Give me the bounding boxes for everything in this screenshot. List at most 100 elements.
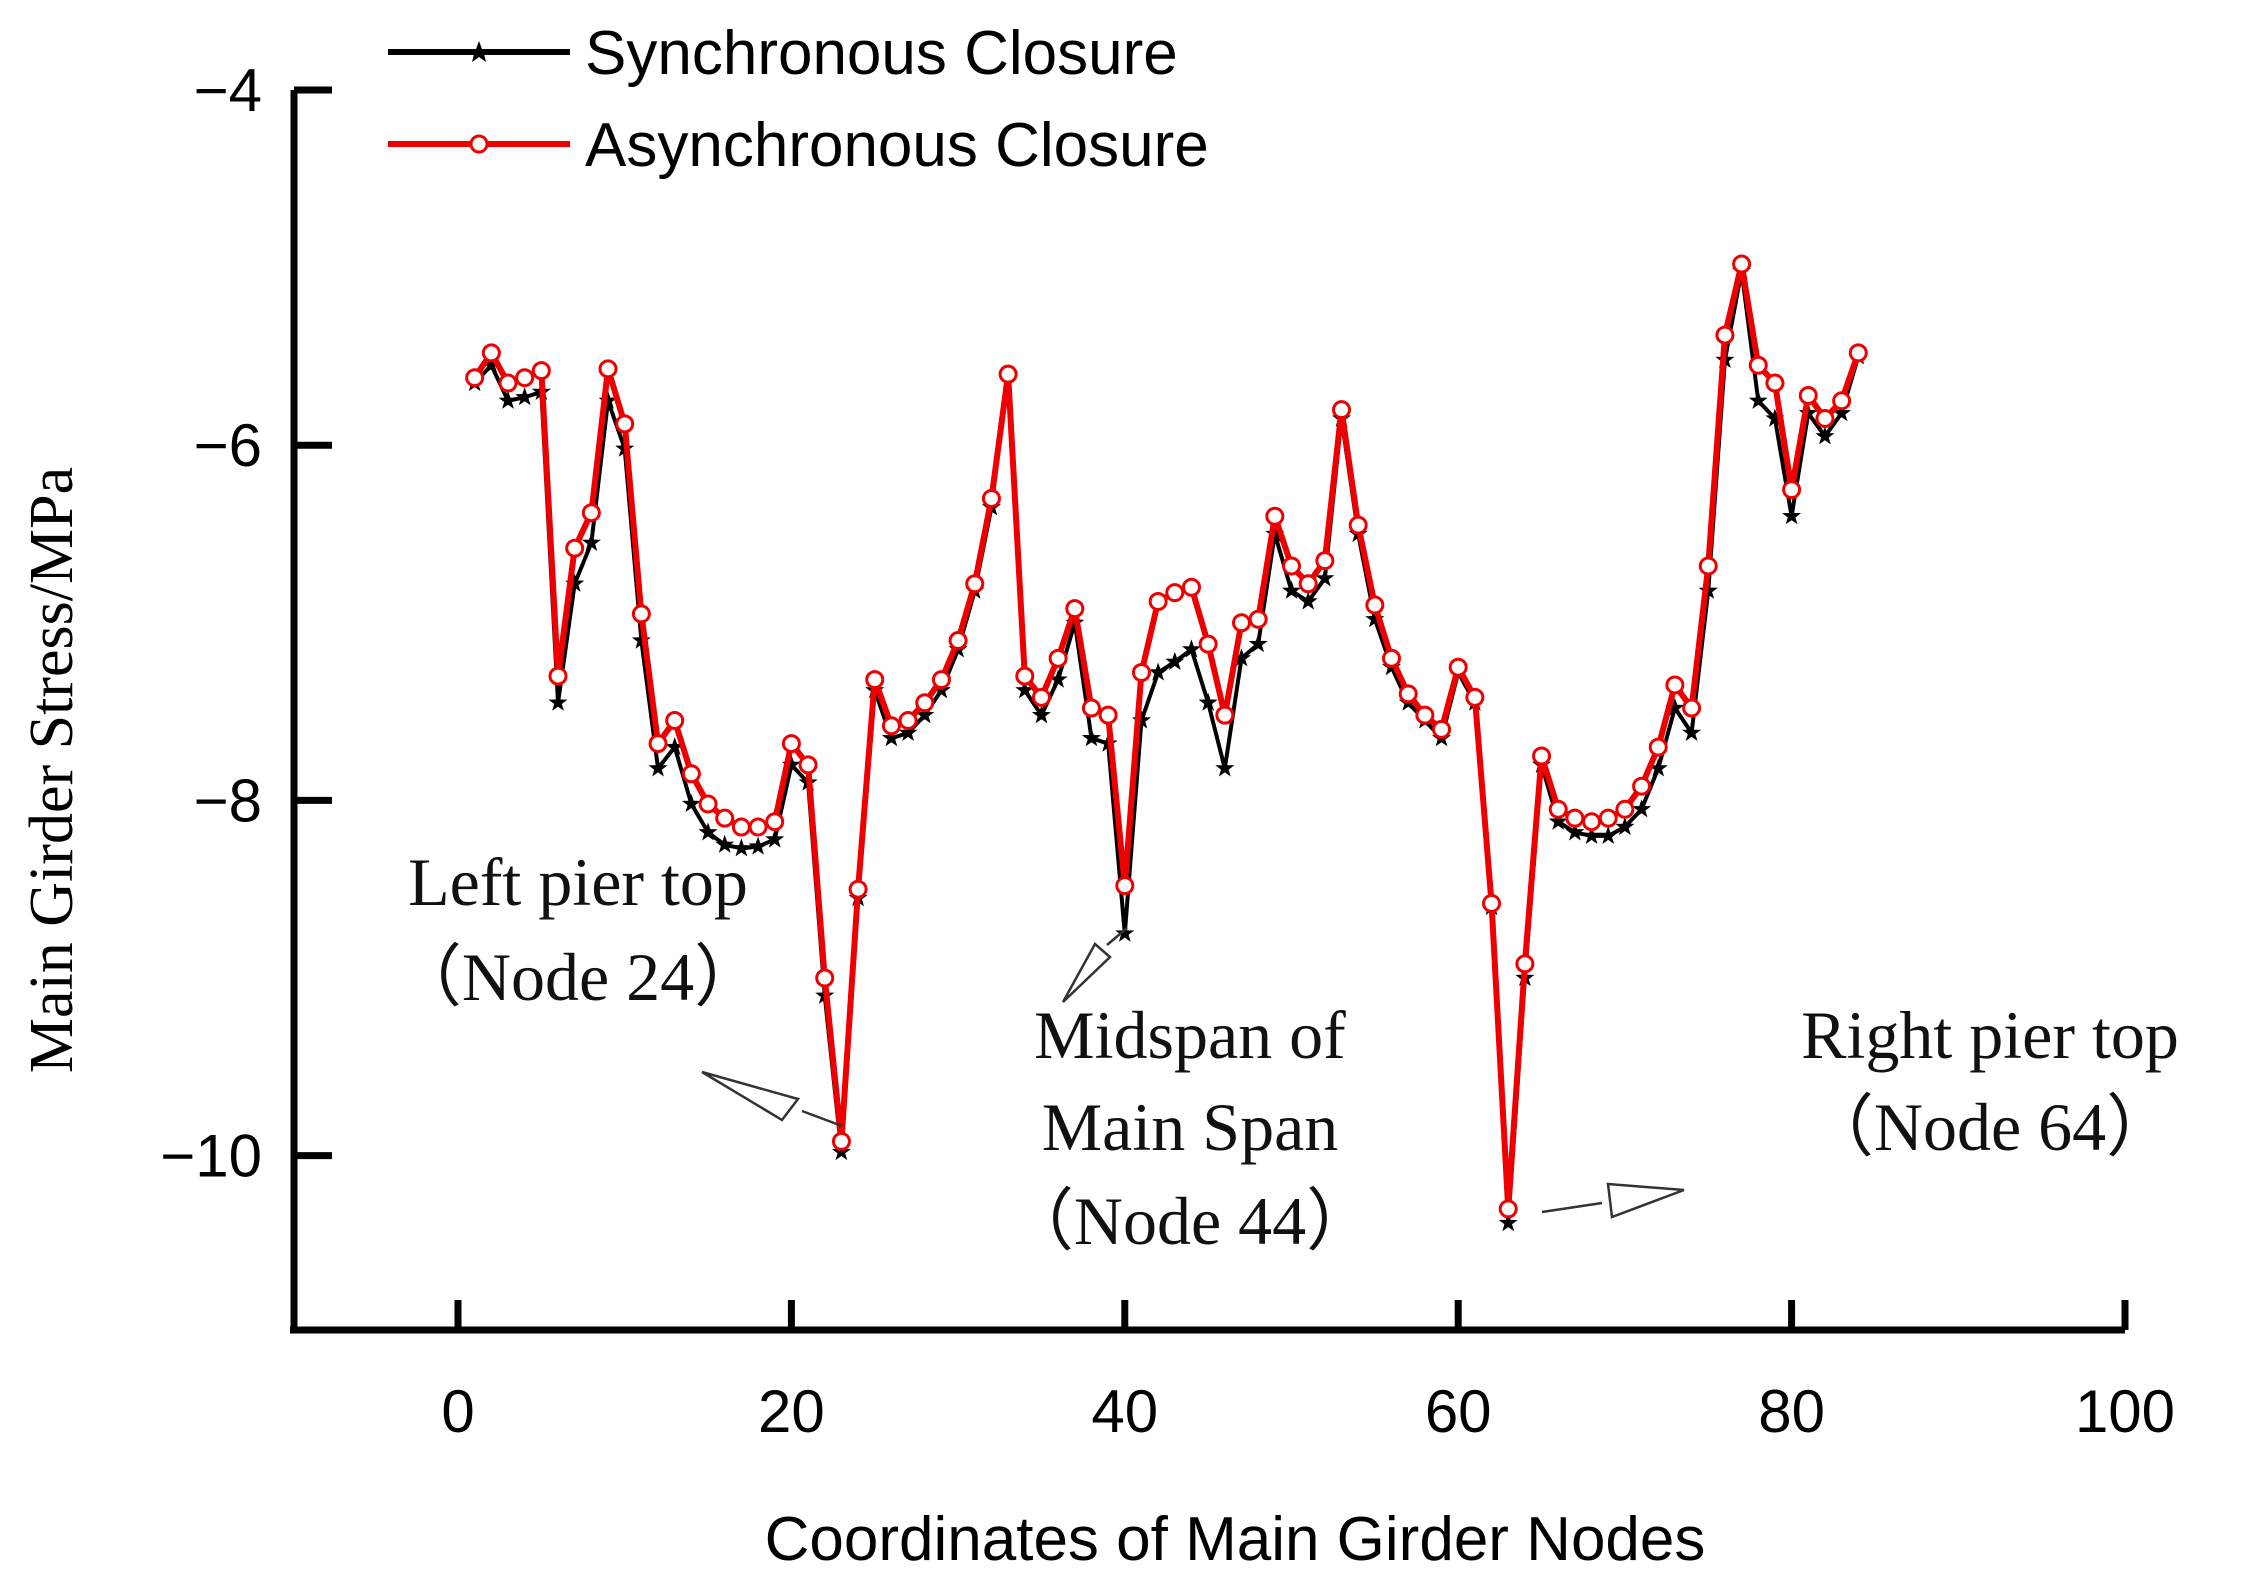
data-point [1782, 480, 1802, 500]
legend-marker-synchronous [468, 41, 490, 62]
data-point [565, 538, 585, 558]
data-point [1148, 591, 1168, 611]
x-tick-label: 100 [2075, 1378, 2175, 1445]
y-tick-label: −8 [194, 767, 262, 834]
data-point [1848, 343, 1868, 363]
data-point [1198, 692, 1218, 711]
data-point [1715, 325, 1735, 345]
data-point [1765, 408, 1785, 427]
data-point [831, 1142, 851, 1161]
data-point [548, 692, 568, 711]
annotation-midspan-line-3: （Node 44） [1006, 1183, 1374, 1259]
data-point [1365, 609, 1385, 628]
legend-marker-asynchronous [469, 134, 489, 154]
data-point [1682, 698, 1702, 718]
data-point [648, 734, 668, 754]
data-point [598, 359, 618, 379]
data-point [1598, 825, 1618, 844]
data-point [515, 368, 535, 388]
data-point [1081, 698, 1101, 718]
data-point [1031, 705, 1051, 724]
data-point [1198, 634, 1218, 654]
data-point [1615, 817, 1635, 836]
data-point [748, 817, 768, 837]
y-tick-label: −10 [160, 1123, 262, 1190]
data-point [898, 722, 918, 741]
data-point [948, 631, 968, 651]
data-point [1565, 808, 1585, 828]
data-point [1332, 400, 1352, 420]
y-tick-label: −4 [194, 57, 262, 124]
data-point [1665, 698, 1685, 717]
legend: Synchronous Closure Asynchronous Closure [388, 19, 1209, 180]
data-point [931, 670, 951, 690]
data-point [765, 829, 785, 848]
axes [290, 90, 2125, 1334]
annotation-left-pier-line-1: Left pier top [408, 844, 748, 920]
data-point [631, 604, 651, 624]
data-point [881, 728, 901, 747]
data-point [1232, 648, 1251, 667]
data-point [1632, 799, 1652, 818]
data-point [1248, 609, 1268, 629]
data-point [665, 710, 685, 730]
data-point [715, 808, 735, 828]
arrow-left-pier [801, 1109, 843, 1128]
data-point [781, 734, 801, 754]
data-point [1282, 556, 1301, 576]
data-point [581, 503, 601, 523]
series-1 [465, 254, 1868, 1219]
data-point [1182, 639, 1201, 658]
data-point [898, 710, 918, 730]
data-point [1315, 568, 1335, 587]
data-point [1065, 599, 1085, 619]
data-point [1181, 577, 1201, 597]
data-point [1398, 684, 1418, 704]
data-point [1048, 669, 1068, 688]
data-point [1131, 663, 1151, 683]
data-point [1231, 613, 1251, 633]
data-point [1548, 811, 1568, 830]
data-point [915, 693, 935, 713]
data-point [481, 343, 501, 363]
annotation-arrows [701, 927, 1685, 1219]
x-tick-label: 40 [1091, 1378, 1158, 1445]
data-point [748, 836, 768, 855]
data-point [1798, 385, 1818, 405]
data-point [698, 794, 718, 814]
data-point [1315, 551, 1335, 571]
data-point [631, 630, 651, 649]
data-point [1265, 506, 1285, 526]
data-point [731, 817, 751, 837]
series-layer [465, 254, 1868, 1232]
data-point [648, 758, 668, 777]
arrow-midspan [1106, 927, 1128, 946]
data-point [981, 488, 1001, 508]
x-tick-label: 0 [441, 1378, 474, 1445]
data-point [481, 355, 501, 374]
data-point [1115, 876, 1135, 896]
arrow-midspan-head [1061, 942, 1112, 1003]
annotation-right-pier-line-2: （Node 64） [1806, 1089, 2174, 1165]
annotations: Left pier top （Node 24） Midspan of Main … [394, 844, 2179, 1259]
x-tick-label: 60 [1425, 1378, 1492, 1445]
data-point [815, 968, 835, 988]
data-point [881, 716, 901, 736]
data-point [1081, 728, 1101, 747]
data-point [1548, 799, 1568, 819]
data-point [765, 812, 785, 832]
data-point [515, 387, 535, 406]
arrow-left-pier-head [701, 1070, 801, 1122]
data-point [1215, 705, 1235, 725]
data-point [931, 680, 951, 699]
data-point [1615, 799, 1635, 819]
data-point [731, 838, 751, 857]
data-point [498, 373, 518, 393]
annotation-midspan-line-1: Midspan of [1034, 997, 1346, 1073]
data-point [565, 573, 585, 592]
data-point [1698, 556, 1718, 576]
data-point [1098, 705, 1118, 725]
data-point [1498, 1199, 1518, 1219]
data-point [1415, 705, 1435, 725]
